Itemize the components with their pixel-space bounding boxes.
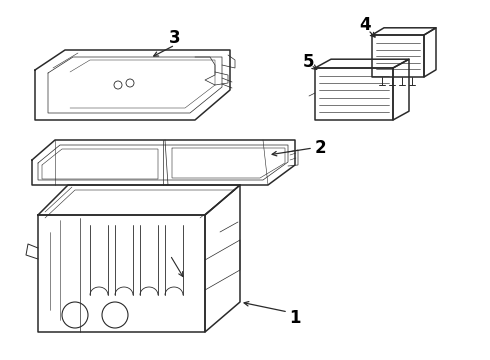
- Text: 2: 2: [314, 139, 326, 157]
- Text: 5: 5: [302, 53, 314, 71]
- Text: 4: 4: [359, 16, 371, 34]
- Text: 1: 1: [289, 309, 301, 327]
- Text: 3: 3: [169, 29, 181, 47]
